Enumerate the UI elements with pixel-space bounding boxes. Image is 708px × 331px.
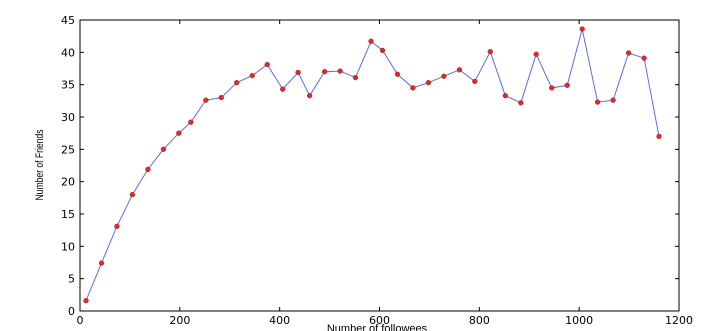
y-tick-label: 30	[61, 111, 75, 124]
data-point	[306, 93, 313, 99]
data-point	[160, 146, 167, 152]
y-tick-label: 25	[61, 143, 75, 156]
data-point	[368, 38, 374, 44]
y-tick-label: 45	[61, 14, 75, 27]
data-point	[114, 223, 120, 229]
y-tick-label: 5	[68, 273, 75, 286]
data-point	[425, 80, 432, 86]
data-point	[456, 67, 463, 73]
y-tick-label: 10	[61, 240, 75, 253]
data-point	[280, 86, 286, 92]
data-point	[487, 49, 493, 55]
data-point	[594, 99, 601, 105]
data-point	[218, 94, 224, 101]
plot-area	[79, 19, 680, 312]
data-point	[394, 71, 401, 77]
data-point	[641, 55, 647, 61]
x-tick-label: 1200	[665, 314, 693, 327]
data-point	[337, 68, 343, 74]
data-point	[656, 133, 662, 140]
x-tick-label: 0	[77, 314, 84, 327]
data-point	[352, 74, 359, 81]
y-axis: 0 5 10 15 20 25 30 35 40 45	[61, 14, 679, 318]
data-point	[518, 100, 524, 106]
y-tick-label: 35	[61, 79, 75, 92]
y-tick-label: 15	[61, 208, 75, 221]
y-axis-title: Number of Friends	[34, 129, 46, 200]
data-point	[129, 191, 136, 198]
data-point	[502, 93, 508, 99]
y-tick-label: 40	[61, 46, 75, 59]
data-point	[472, 78, 478, 85]
data-point	[441, 73, 447, 79]
data-point	[203, 97, 209, 103]
data-point	[579, 26, 585, 32]
series-points	[83, 26, 662, 304]
x-tick-label: 400	[269, 314, 290, 327]
data-point	[249, 72, 255, 79]
data-point	[176, 130, 182, 136]
x-tick-label: 1000	[565, 314, 593, 327]
data-point	[564, 82, 570, 88]
data-point	[145, 166, 151, 173]
x-tick-label: 800	[469, 314, 490, 327]
y-tick-label: 20	[61, 176, 75, 189]
data-point	[83, 298, 89, 304]
x-axis: 0 200 400 600 800 1000 1200	[77, 20, 693, 327]
data-point	[188, 119, 194, 125]
x-tick-label: 200	[169, 314, 190, 327]
x-axis-title: Number of followees	[327, 323, 428, 331]
data-point	[379, 47, 386, 54]
data-point	[549, 85, 555, 91]
x-tick-label: 600	[369, 314, 390, 327]
data-point	[625, 50, 632, 56]
data-point	[321, 69, 328, 75]
data-point	[533, 51, 539, 57]
data-point	[234, 80, 240, 86]
data-point	[410, 85, 416, 91]
data-point	[98, 260, 105, 266]
y-tick-label: 0	[68, 305, 75, 318]
data-point	[264, 61, 270, 68]
data-point	[610, 97, 616, 103]
data-point	[295, 69, 301, 76]
